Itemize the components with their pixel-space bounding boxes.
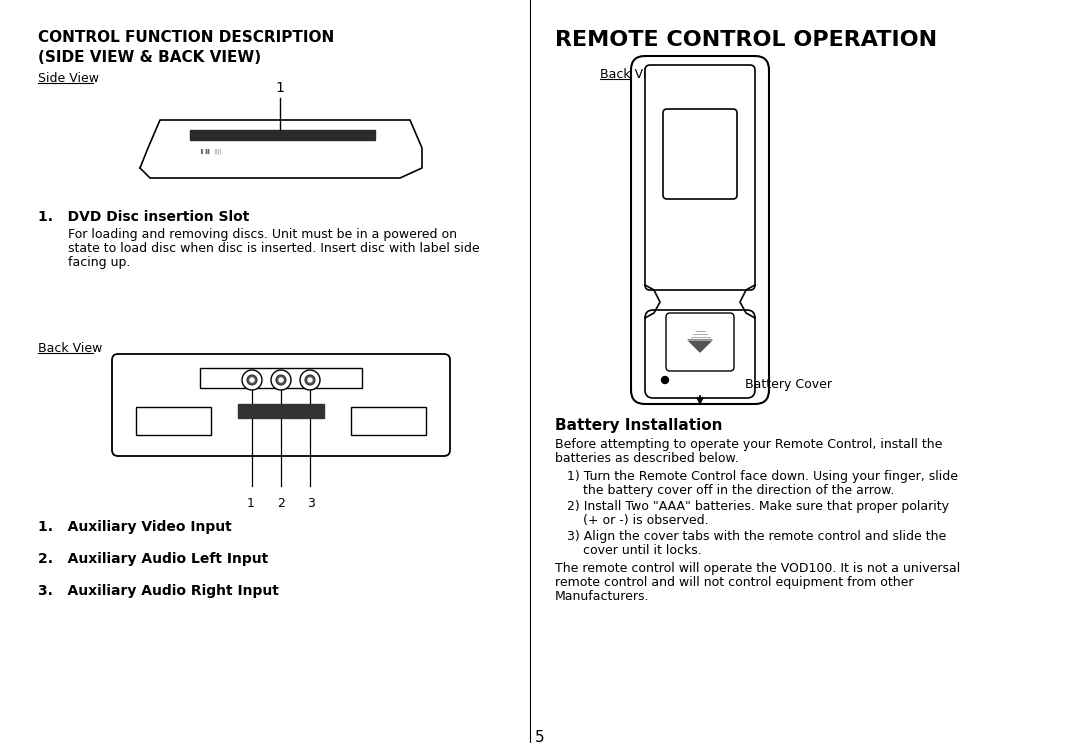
Text: 1: 1 <box>247 497 255 510</box>
Text: Back View: Back View <box>38 342 103 355</box>
Text: 3.   Auxiliary Audio Right Input: 3. Auxiliary Audio Right Input <box>38 584 279 598</box>
Text: Battery Installation: Battery Installation <box>555 418 723 433</box>
Text: 3) Align the cover tabs with the remote control and slide the: 3) Align the cover tabs with the remote … <box>567 530 946 543</box>
FancyBboxPatch shape <box>645 310 755 398</box>
Text: cover until it locks.: cover until it locks. <box>567 544 702 557</box>
FancyBboxPatch shape <box>666 313 734 371</box>
Polygon shape <box>688 340 712 352</box>
Text: 2: 2 <box>278 497 285 510</box>
Circle shape <box>271 370 291 390</box>
Text: Side View: Side View <box>38 72 99 85</box>
FancyBboxPatch shape <box>645 65 755 290</box>
Text: For loading and removing discs. Unit must be in a powered on: For loading and removing discs. Unit mus… <box>68 228 457 241</box>
Circle shape <box>661 377 669 383</box>
Circle shape <box>300 370 320 390</box>
Circle shape <box>279 378 283 382</box>
Text: (+ or -) is observed.: (+ or -) is observed. <box>567 514 708 527</box>
Text: remote control and will not control equipment from other: remote control and will not control equi… <box>555 576 914 589</box>
Polygon shape <box>238 404 324 418</box>
Text: (SIDE VIEW & BACK VIEW): (SIDE VIEW & BACK VIEW) <box>38 50 261 65</box>
Circle shape <box>305 375 315 385</box>
FancyBboxPatch shape <box>200 368 362 388</box>
Text: CONTROL FUNCTION DESCRIPTION: CONTROL FUNCTION DESCRIPTION <box>38 30 334 45</box>
Circle shape <box>249 378 254 382</box>
Polygon shape <box>190 130 375 140</box>
Text: 3: 3 <box>307 497 315 510</box>
FancyBboxPatch shape <box>663 109 737 199</box>
Text: 2.   Auxiliary Audio Left Input: 2. Auxiliary Audio Left Input <box>38 552 268 566</box>
FancyBboxPatch shape <box>351 407 426 435</box>
Circle shape <box>247 375 257 385</box>
Text: 1.   Auxiliary Video Input: 1. Auxiliary Video Input <box>38 520 232 534</box>
Text: Battery Cover: Battery Cover <box>745 378 832 391</box>
Circle shape <box>276 375 286 385</box>
Text: ▌▐▌  ||||: ▌▐▌ |||| <box>200 148 221 154</box>
Text: 2) Install Two "AAA" batteries. Make sure that proper polarity: 2) Install Two "AAA" batteries. Make sur… <box>567 500 949 513</box>
Text: the battery cover off in the direction of the arrow.: the battery cover off in the direction o… <box>567 484 894 497</box>
Text: 1: 1 <box>275 81 284 95</box>
Text: facing up.: facing up. <box>68 256 131 269</box>
Circle shape <box>242 370 262 390</box>
Text: Before attempting to operate your Remote Control, install the: Before attempting to operate your Remote… <box>555 438 943 451</box>
Text: REMOTE CONTROL OPERATION: REMOTE CONTROL OPERATION <box>555 30 937 50</box>
FancyBboxPatch shape <box>112 354 450 456</box>
Text: 1) Turn the Remote Control face down. Using your finger, slide: 1) Turn the Remote Control face down. Us… <box>567 470 958 483</box>
FancyBboxPatch shape <box>631 56 769 404</box>
Text: state to load disc when disc is inserted. Insert disc with label side: state to load disc when disc is inserted… <box>68 242 480 255</box>
FancyBboxPatch shape <box>136 407 211 435</box>
Text: batteries as described below.: batteries as described below. <box>555 452 739 465</box>
Text: 1.   DVD Disc insertion Slot: 1. DVD Disc insertion Slot <box>38 210 249 224</box>
Circle shape <box>308 378 312 382</box>
Text: The remote control will operate the VOD100. It is not a universal: The remote control will operate the VOD1… <box>555 562 960 575</box>
Text: 5: 5 <box>536 730 544 743</box>
Polygon shape <box>140 120 422 178</box>
Text: Manufacturers.: Manufacturers. <box>555 590 649 603</box>
Text: Back View: Back View <box>600 68 664 81</box>
